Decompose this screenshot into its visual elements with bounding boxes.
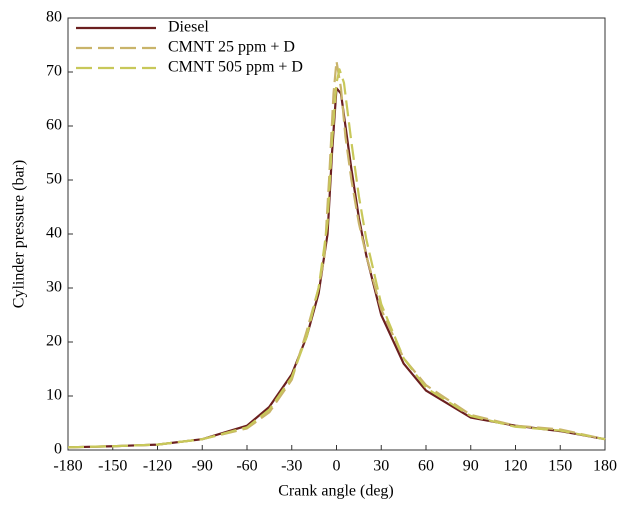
y-tick-label: 50 — [46, 171, 62, 188]
y-tick-label: 20 — [46, 333, 62, 350]
plot-frame — [67, 17, 606, 451]
x-axis-label: Crank angle (deg) — [278, 483, 394, 500]
x-tick-label: -60 — [236, 458, 257, 475]
x-tick-label: -180 — [53, 458, 82, 475]
x-tick-label: 0 — [333, 458, 341, 475]
x-tick-label: 150 — [548, 458, 572, 475]
y-tick-label: 30 — [46, 279, 62, 296]
y-tick-label: 60 — [46, 117, 62, 134]
y-tick-label: 0 — [54, 441, 62, 458]
y-tick-label: 70 — [46, 63, 62, 80]
legend-label: Diesel — [168, 19, 209, 36]
y-tick-label: 40 — [46, 225, 62, 242]
legend-label: CMNT 25 ppm + D — [168, 39, 295, 56]
legend-label: CMNT 505 ppm + D — [168, 59, 303, 76]
y-tick-label: 80 — [46, 9, 62, 26]
x-tick-label: 30 — [373, 458, 389, 475]
x-tick-label: -120 — [143, 458, 172, 475]
series-line — [67, 60, 606, 449]
x-tick-label: -90 — [192, 458, 213, 475]
y-tick-label: 10 — [46, 387, 62, 404]
x-tick-label: -30 — [281, 458, 302, 475]
x-tick-label: 60 — [418, 458, 434, 475]
x-tick-label: 180 — [593, 458, 617, 475]
x-tick-label: -150 — [98, 458, 127, 475]
x-tick-label: 90 — [463, 458, 479, 475]
series-line — [67, 87, 606, 449]
y-axis-label: Cylinder pressure (bar) — [11, 160, 28, 308]
series-line — [67, 68, 606, 449]
x-tick-label: 120 — [504, 458, 528, 475]
